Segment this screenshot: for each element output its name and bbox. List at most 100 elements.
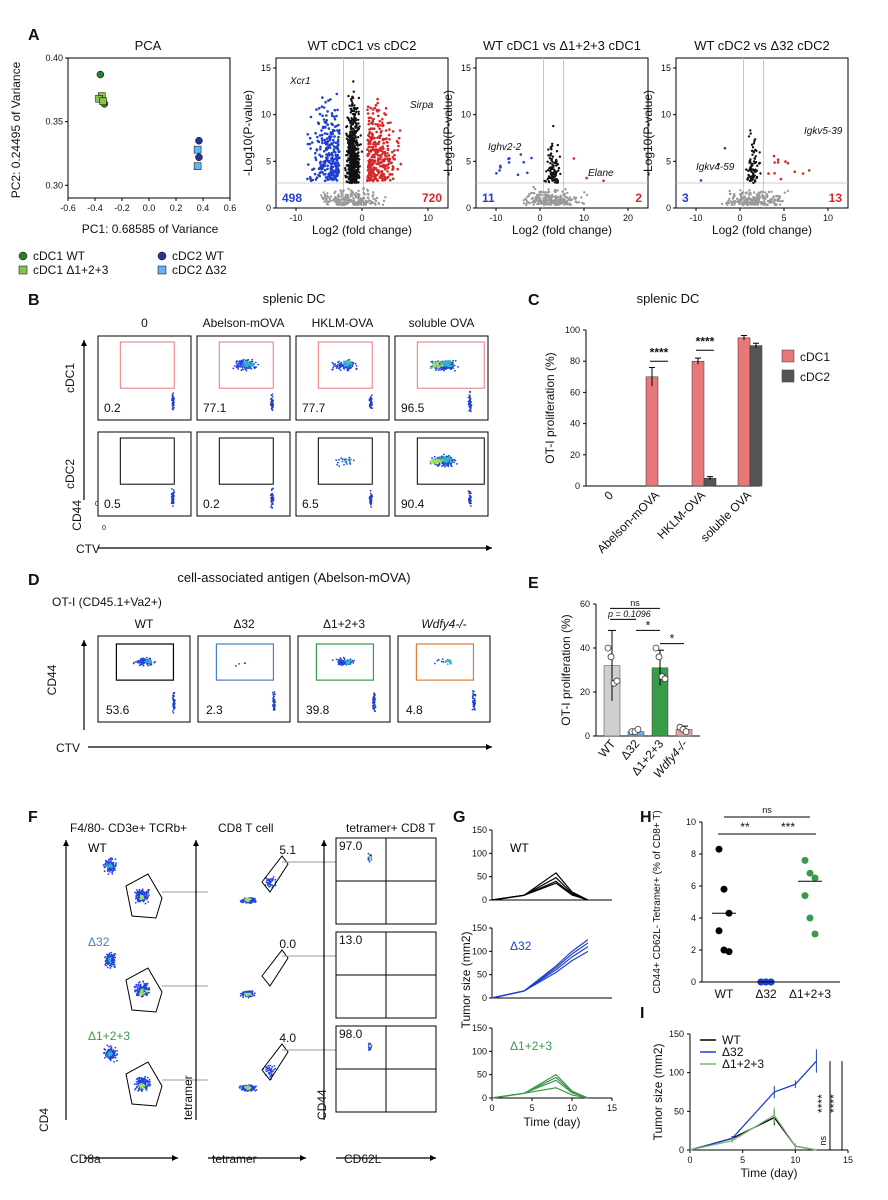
volcano-point-up: [370, 121, 373, 125]
volcano-point-ns: [728, 192, 732, 196]
chart-e-datapoint: [607, 653, 615, 661]
flow-event-cd44: [368, 861, 371, 863]
volcano-point-down: [324, 140, 328, 144]
volcano-point-down: [326, 123, 330, 126]
volcano-point-ns: [372, 197, 375, 200]
flow-event-peak: [433, 361, 435, 364]
flow-event-divided: [440, 369, 443, 371]
volcano-point-ns: [783, 191, 786, 194]
volcano-point-ns: [753, 199, 756, 202]
volcano-point-mid: [355, 110, 358, 114]
volcano-point-down: [334, 141, 338, 144]
volcano-point-mid: [346, 153, 349, 157]
flow-event-divided: [457, 366, 459, 368]
volcano-point-ns: [730, 203, 734, 207]
volcano-point-down: [507, 161, 511, 164]
volcano-point-ns: [770, 190, 773, 193]
volcano-point-mid: [349, 97, 353, 101]
chart-c-significance: ****: [650, 346, 669, 360]
volcano-point-up: [388, 128, 391, 131]
flow-event-cd4-dense: [109, 960, 112, 962]
flow-event-cd4: [106, 966, 109, 969]
volcano-point-up: [602, 179, 605, 183]
volcano-point-up: [367, 119, 371, 123]
volcano-point-ns: [733, 193, 736, 197]
volcano-point-ns: [374, 199, 378, 202]
volcano-point-down: [325, 137, 329, 140]
flow-event-cd4: [114, 858, 117, 860]
volcano-point-up: [786, 161, 790, 165]
legend-cdc1-d: cDC1 Δ1+2+3: [33, 263, 109, 277]
volcano-point-ns: [326, 192, 329, 195]
volcano-point-down: [309, 177, 312, 181]
volcano-point-mid: [753, 179, 756, 182]
volcano-point-up: [373, 106, 377, 110]
volcano-point-ns: [522, 202, 526, 205]
flow-event-undivided: [373, 701, 376, 704]
volcano-point-up: [386, 141, 389, 144]
panel-d-xaxis-label: CTV: [56, 741, 80, 755]
flow-event-divided: [354, 362, 357, 365]
volcano-point-ns: [532, 185, 535, 189]
flow-event-cd4: [103, 870, 106, 873]
volcano-point-ns: [320, 194, 323, 197]
flow-event-divided: [334, 363, 337, 365]
flow-event-cd8-peak: [142, 988, 144, 991]
volcano-point-down: [324, 172, 327, 176]
volcano-point-up: [366, 138, 370, 142]
flow-event-divided: [355, 365, 358, 367]
flow-event-dense: [344, 659, 347, 662]
volcano-point-ns: [733, 203, 736, 206]
panel-b-yaxis-label: CD44: [70, 500, 84, 531]
volcano-point-ns: [323, 196, 326, 200]
flow-event-undivided: [272, 403, 274, 405]
volcano-point-down: [495, 172, 498, 175]
volcano-point-up: [387, 154, 391, 157]
flow-event-cd8: [137, 897, 140, 900]
panel-b-col-header: soluble OVA: [409, 316, 475, 330]
volcano-point-up: [371, 153, 375, 157]
volcano-point-up: [367, 163, 371, 167]
volcano-point-ns: [556, 203, 560, 207]
volcano-point-mid: [354, 119, 358, 122]
flow-event-divided: [134, 661, 137, 663]
flow-event-divided: [434, 662, 436, 665]
flow-event-divided: [238, 663, 241, 665]
flow-event-undivided: [368, 399, 371, 402]
flow-event-undivided: [172, 392, 175, 395]
volcano-point-up: [381, 177, 384, 180]
flow-event-dense: [445, 458, 448, 461]
flow-event-divided: [340, 361, 343, 364]
flow-event-cd4: [104, 863, 107, 866]
volcano-point-ns: [747, 198, 750, 201]
volcano-point-down: [318, 153, 321, 157]
flow-event-undivided: [373, 693, 375, 696]
flow-event-undivided: [172, 492, 175, 495]
volcano-point-up: [374, 176, 377, 180]
flow-event-dense: [442, 458, 445, 460]
volcano-point-down: [326, 110, 329, 113]
volcano-point-up: [372, 143, 375, 146]
volcano-point-ns: [767, 190, 771, 194]
volcano-point-ns: [581, 201, 584, 205]
volcano-point-ns: [763, 191, 767, 194]
volcano-point-mid: [551, 167, 554, 170]
volcano-point-up: [371, 108, 375, 111]
volcano-point-down: [337, 123, 340, 127]
flow-gate-value: 77.1: [203, 401, 227, 415]
volcano-point-up: [379, 164, 383, 168]
volcano-point-mid: [749, 129, 752, 132]
panel-d-xaxis-head: [486, 744, 492, 750]
flow-event-undivided: [467, 490, 470, 492]
flow-event-divided: [138, 664, 141, 667]
volcano-point-up: [383, 175, 387, 179]
volcano-point-ns: [752, 191, 756, 194]
flow-event-divided: [339, 657, 342, 660]
flow-event-cd4: [115, 862, 118, 864]
volcano-point-mid: [344, 167, 347, 170]
panel-d-yaxis-label: CD44: [45, 664, 59, 695]
volcano-point-mid: [352, 163, 355, 166]
flow-event-undivided: [273, 693, 276, 695]
flow-event-divided: [235, 664, 237, 667]
